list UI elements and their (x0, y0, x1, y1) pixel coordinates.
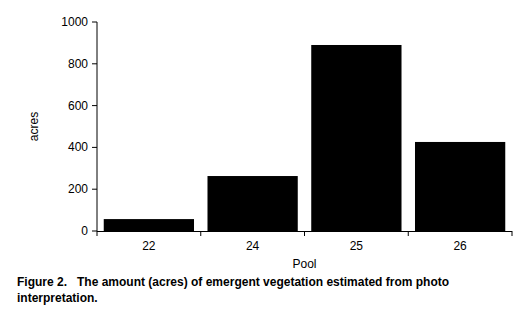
bar (311, 45, 401, 231)
figure: 0 200 400 600 800 1000 22 24 25 26 Pool acres Figur… (0, 0, 532, 315)
caption: Figure 2. The amount (acres) of emergent… (17, 274, 517, 306)
x-tick (408, 231, 409, 236)
bars (104, 45, 506, 231)
y-tick (92, 147, 97, 148)
x-tick (97, 231, 98, 236)
y-tick-label: 400 (68, 140, 88, 154)
bar (207, 176, 297, 231)
y-tick (92, 63, 97, 64)
y-tick-label: 800 (68, 57, 88, 71)
y-tick-label: 200 (68, 182, 88, 196)
y-axis-label: acres (27, 112, 41, 141)
x-tick-label: 22 (142, 239, 156, 253)
x-tick (200, 231, 201, 236)
y-tick-label: 0 (81, 224, 88, 238)
bar (415, 142, 505, 231)
y-tick (92, 189, 97, 190)
y-tick (92, 105, 97, 106)
x-tick-label: 26 (453, 239, 467, 253)
chart-svg: 0 200 400 600 800 1000 22 24 25 26 Pool acres (0, 0, 532, 315)
y-tick-label: 1000 (61, 15, 88, 29)
x-tick (512, 231, 513, 236)
x-tick-label: 24 (246, 239, 260, 253)
y-tick (92, 231, 97, 232)
y-axis-line (97, 22, 98, 231)
x-axis-label: Pool (292, 257, 316, 271)
bar (104, 219, 194, 231)
x-tick-label: 25 (350, 239, 364, 253)
x-tick (304, 231, 305, 236)
y-tick-label: 600 (68, 99, 88, 113)
y-tick (92, 22, 97, 23)
